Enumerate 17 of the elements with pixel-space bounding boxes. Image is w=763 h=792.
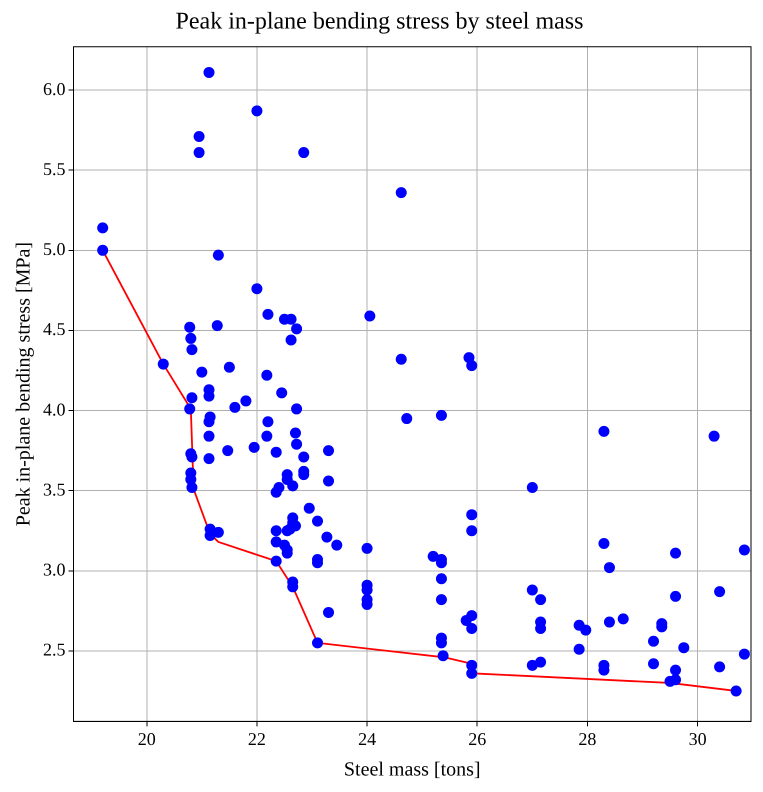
y-tick-label: 5.0 xyxy=(43,239,66,260)
y-tick-label: 3.0 xyxy=(43,560,66,580)
x-tick-label: 20 xyxy=(138,728,156,749)
x-tick-label: 28 xyxy=(578,728,596,749)
y-axis-title: Peak in-plane bending stress [MPa] xyxy=(12,242,34,526)
y-tick-label: 5.5 xyxy=(43,158,66,179)
y-tick-label: 6.0 xyxy=(43,78,66,99)
x-axis-title: Steel mass [tons] xyxy=(344,758,481,780)
y-tick-label: 3.5 xyxy=(43,479,66,500)
x-tick-label: 24 xyxy=(358,728,376,749)
x-tick-label: 26 xyxy=(468,728,486,749)
y-tick-label: 2.5 xyxy=(43,640,66,660)
y-tick-label: 4.5 xyxy=(43,319,66,340)
x-tick-label: 30 xyxy=(688,728,707,749)
chart-title: Peak in-plane bending stress by steel mass xyxy=(176,8,584,35)
y-tick-label: 4.0 xyxy=(43,399,66,420)
x-tick-label: 22 xyxy=(248,728,266,749)
